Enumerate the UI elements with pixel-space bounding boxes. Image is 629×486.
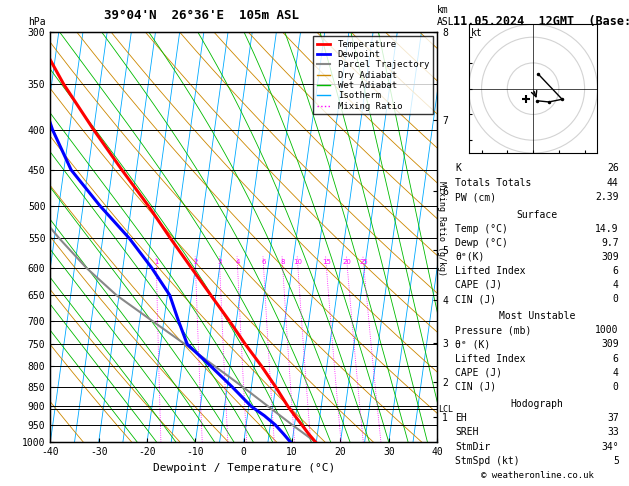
Text: Pressure (mb): Pressure (mb) — [455, 325, 532, 335]
Text: CAPE (J): CAPE (J) — [455, 280, 502, 290]
Text: 20: 20 — [343, 259, 352, 265]
Text: 9.7: 9.7 — [601, 238, 619, 248]
Text: Lifted Index: Lifted Index — [455, 266, 525, 276]
Text: 309: 309 — [601, 339, 619, 349]
Text: Hodograph: Hodograph — [510, 399, 564, 409]
Text: CIN (J): CIN (J) — [455, 294, 496, 304]
Text: StmSpd (kt): StmSpd (kt) — [455, 456, 520, 466]
Text: 4: 4 — [613, 367, 619, 378]
Text: 26: 26 — [607, 163, 619, 173]
Text: 0: 0 — [613, 294, 619, 304]
Text: SREH: SREH — [455, 428, 479, 437]
Text: 37: 37 — [607, 413, 619, 423]
Text: 2.39: 2.39 — [595, 192, 619, 202]
Text: EH: EH — [455, 413, 467, 423]
Text: Lifted Index: Lifted Index — [455, 353, 525, 364]
Text: LCL: LCL — [438, 405, 454, 414]
Text: 34°: 34° — [601, 442, 619, 452]
Text: 25: 25 — [359, 259, 368, 265]
Text: 33: 33 — [607, 428, 619, 437]
Text: 10: 10 — [293, 259, 303, 265]
Text: PW (cm): PW (cm) — [455, 192, 496, 202]
Text: θᵉ (K): θᵉ (K) — [455, 339, 490, 349]
Text: CIN (J): CIN (J) — [455, 382, 496, 392]
Text: 4: 4 — [613, 280, 619, 290]
Text: 6: 6 — [613, 353, 619, 364]
Text: 2: 2 — [193, 259, 198, 265]
Text: 309: 309 — [601, 252, 619, 262]
Text: Temp (°C): Temp (°C) — [455, 224, 508, 234]
Text: θᵉ(K): θᵉ(K) — [455, 252, 484, 262]
Text: Dewp (°C): Dewp (°C) — [455, 238, 508, 248]
Text: km
ASL: km ASL — [437, 5, 455, 27]
Text: 5: 5 — [613, 456, 619, 466]
Text: CAPE (J): CAPE (J) — [455, 367, 502, 378]
Text: 14.9: 14.9 — [595, 224, 619, 234]
Text: 11.05.2024  12GMT  (Base: 06): 11.05.2024 12GMT (Base: 06) — [453, 15, 629, 28]
Text: 6: 6 — [613, 266, 619, 276]
Text: 8: 8 — [281, 259, 285, 265]
Text: 1000: 1000 — [595, 325, 619, 335]
Legend: Temperature, Dewpoint, Parcel Trajectory, Dry Adiabat, Wet Adiabat, Isotherm, Mi: Temperature, Dewpoint, Parcel Trajectory… — [313, 36, 433, 114]
Text: Surface: Surface — [516, 210, 557, 220]
Text: hPa: hPa — [28, 17, 46, 27]
Text: 4: 4 — [235, 259, 240, 265]
Text: 44: 44 — [607, 177, 619, 188]
Text: Mixing Ratio (g/kg): Mixing Ratio (g/kg) — [437, 181, 446, 276]
Text: 3: 3 — [218, 259, 222, 265]
Text: StmDir: StmDir — [455, 442, 490, 452]
Text: 39°04'N  26°36'E  105m ASL: 39°04'N 26°36'E 105m ASL — [104, 9, 299, 22]
Text: kt: kt — [471, 28, 483, 38]
Text: © weatheronline.co.uk: © weatheronline.co.uk — [481, 471, 594, 480]
Text: 6: 6 — [261, 259, 265, 265]
Text: 15: 15 — [322, 259, 331, 265]
Text: Totals Totals: Totals Totals — [455, 177, 532, 188]
Text: K: K — [455, 163, 461, 173]
Text: Most Unstable: Most Unstable — [499, 311, 575, 321]
X-axis label: Dewpoint / Temperature (°C): Dewpoint / Temperature (°C) — [153, 463, 335, 473]
Text: 1: 1 — [154, 259, 159, 265]
Text: 0: 0 — [613, 382, 619, 392]
